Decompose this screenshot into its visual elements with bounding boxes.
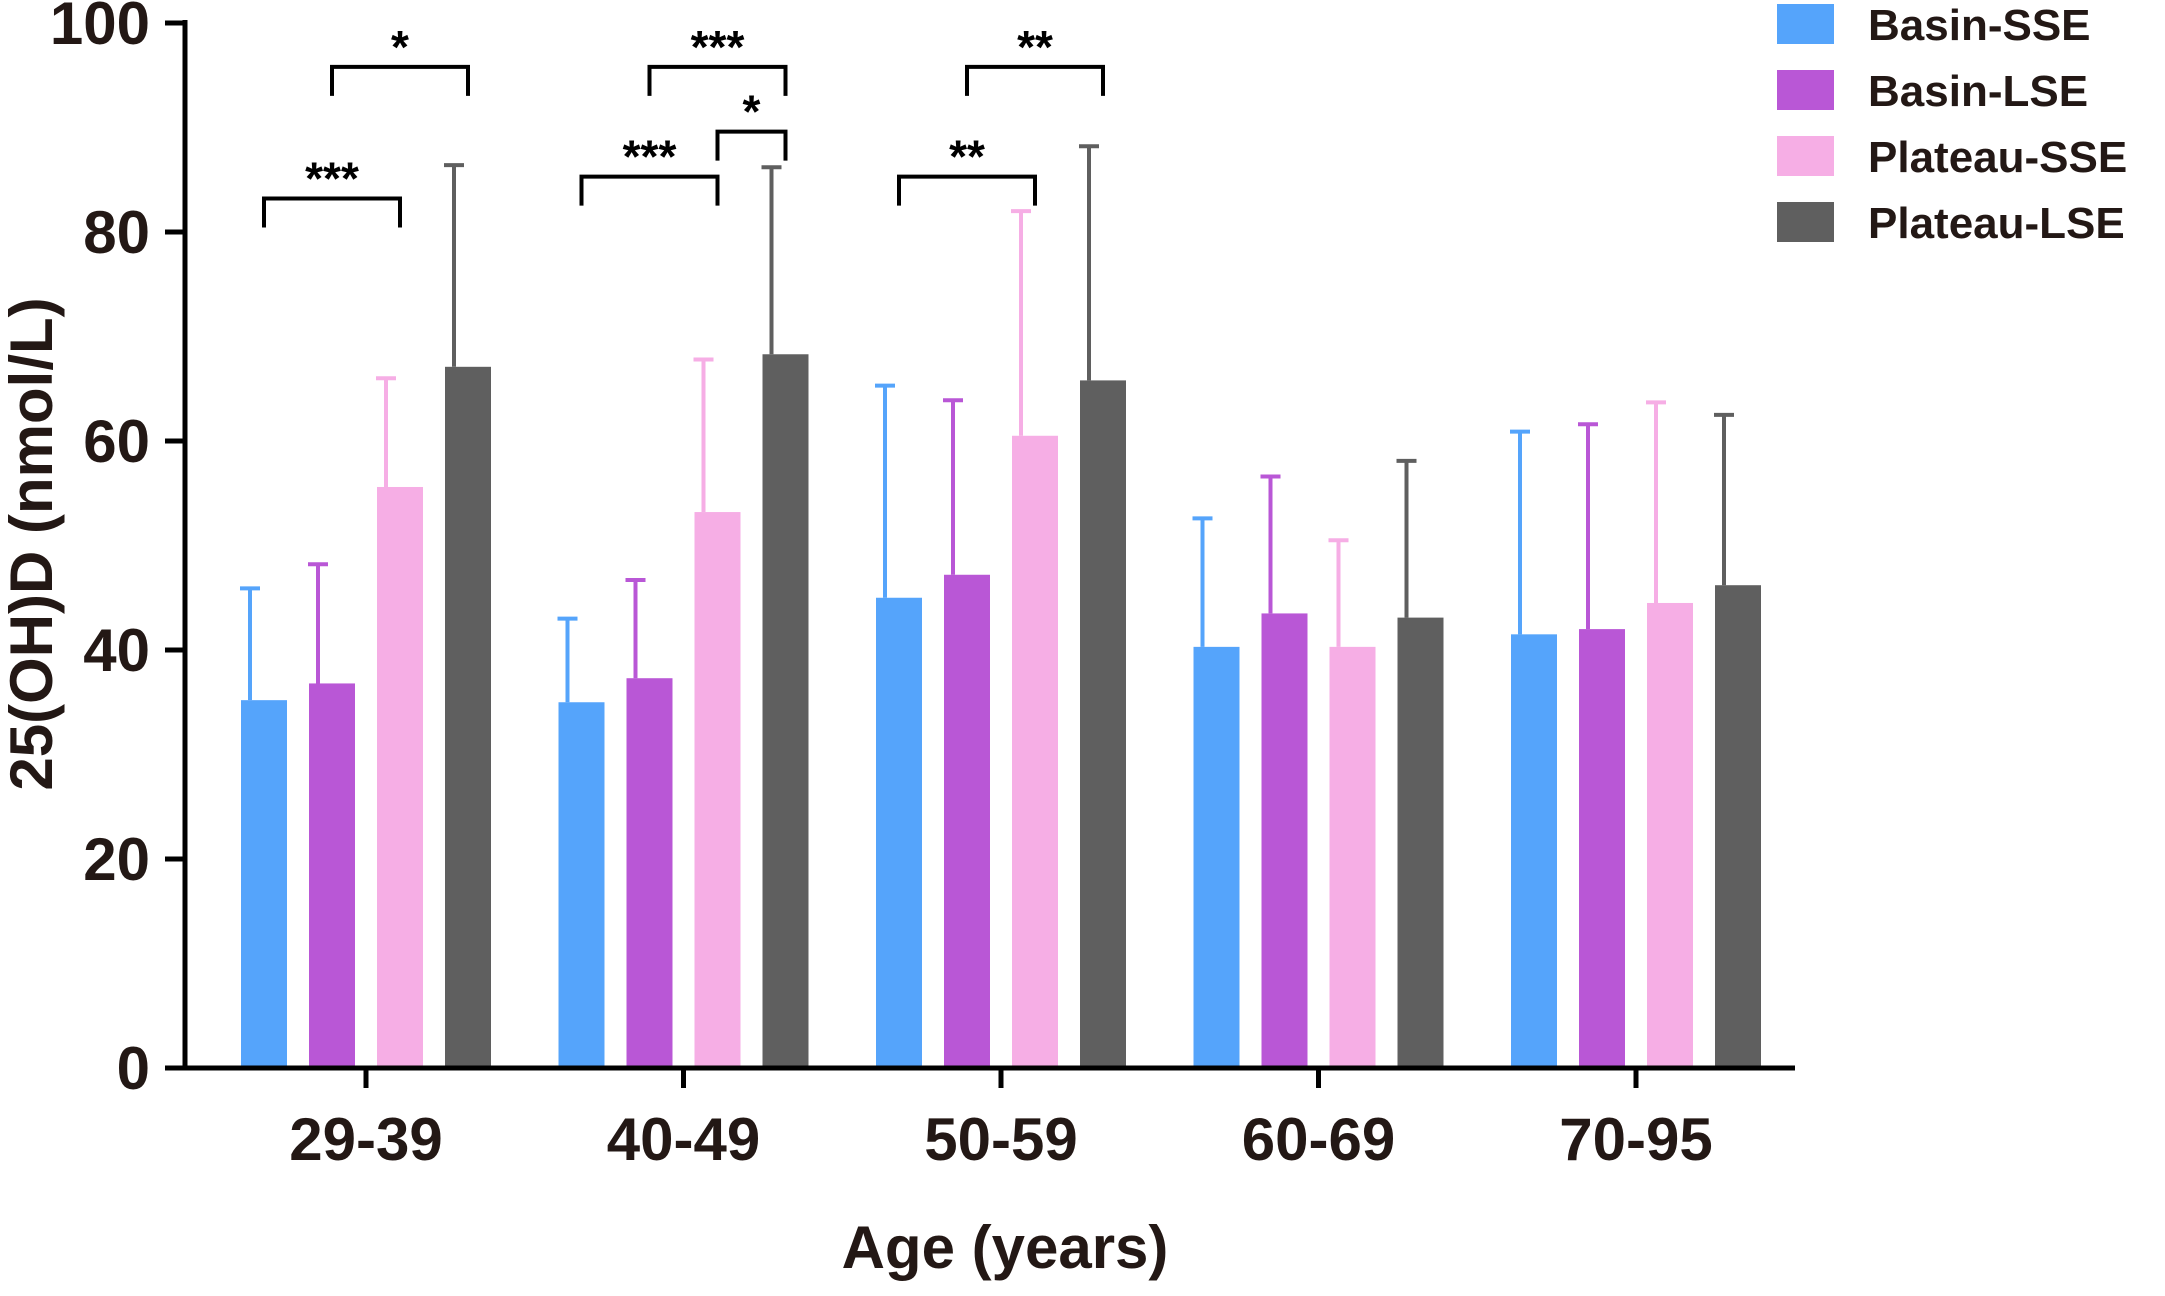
legend: Basin-SSE Basin-LSE Plateau-SSE Plateau-LSE [1777,1,2127,248]
bar-plateau-lse-60-69 [1397,617,1444,1068]
significance-label: *** [691,21,745,73]
significance-label: ** [949,131,985,183]
significance-bracket [715,129,788,161]
legend-swatch [1777,70,1834,110]
y-axis-title: 25(OH)D (nmol/L) [0,297,65,790]
y-ticks: 0 20 40 60 80 100 [50,0,185,1102]
legend-label: Plateau-LSE [1868,199,2125,248]
bar-plateau-lse-40-49 [762,354,809,1068]
legend-swatch [1777,202,1834,242]
significance-label: * [391,21,409,73]
legend-label: Plateau-SSE [1868,133,2127,182]
x-tick-label: 29-39 [289,1106,442,1173]
bar-plateau-lse-50-59 [1080,380,1126,1068]
significance-bracket [647,64,788,96]
error-bars-layer [240,144,1734,703]
significance-bracket [330,64,470,96]
x-ticks: 29-39 40-49 50-59 60-69 70-95 [289,1068,1713,1173]
significance-bracket [579,174,720,206]
x-tick-label: 40-49 [607,1106,760,1173]
bar-basin-sse-40-49 [558,702,605,1068]
legend-swatch [1777,4,1834,44]
y-tick-label: 60 [83,408,150,475]
y-tick-label: 80 [83,199,150,266]
legend-label: Basin-SSE [1868,1,2091,50]
significance-bracket [262,196,402,228]
bar-basin-sse-50-59 [876,597,922,1068]
bar-basin-sse-60-69 [1193,646,1240,1068]
y-tick-label: 20 [83,826,150,893]
significance-layer: *************** [262,21,1105,228]
bar-basin-lse-29-39 [309,683,355,1068]
bar-plateau-lse-29-39 [445,366,491,1068]
bar-basin-sse-29-39 [241,700,287,1068]
bar-basin-lse-50-59 [944,574,990,1068]
bars-layer [241,354,1761,1069]
bar-plateau-sse-60-69 [1329,646,1376,1068]
bar-plateau-sse-29-39 [377,486,423,1069]
bar-plateau-lse-70-95 [1715,585,1761,1068]
significance-label: ** [1017,21,1053,73]
bar-plateau-sse-70-95 [1647,602,1693,1068]
x-tick-label: 60-69 [1242,1106,1395,1173]
bar-basin-sse-70-95 [1511,634,1557,1068]
bar-basin-lse-40-49 [626,678,673,1068]
significance-label: *** [305,153,359,205]
y-tick-label: 100 [50,0,150,57]
x-tick-label: 70-95 [1559,1106,1712,1173]
bar-basin-lse-70-95 [1579,629,1625,1068]
x-tick-label: 50-59 [924,1106,1077,1173]
y-tick-label: 0 [117,1035,150,1102]
significance-bracket [897,174,1037,206]
legend-label: Basin-LSE [1868,67,2088,116]
significance-label: *** [623,131,677,183]
axes-layer [182,20,1795,1071]
significance-bracket [965,64,1105,96]
x-axis-title: Age (years) [842,1214,1169,1281]
bar-basin-lse-60-69 [1261,613,1308,1068]
bar-plateau-sse-50-59 [1012,435,1058,1068]
bar-plateau-sse-40-49 [694,512,741,1068]
significance-label: * [743,86,761,138]
legend-swatch [1777,136,1834,176]
y-tick-label: 40 [83,617,150,684]
